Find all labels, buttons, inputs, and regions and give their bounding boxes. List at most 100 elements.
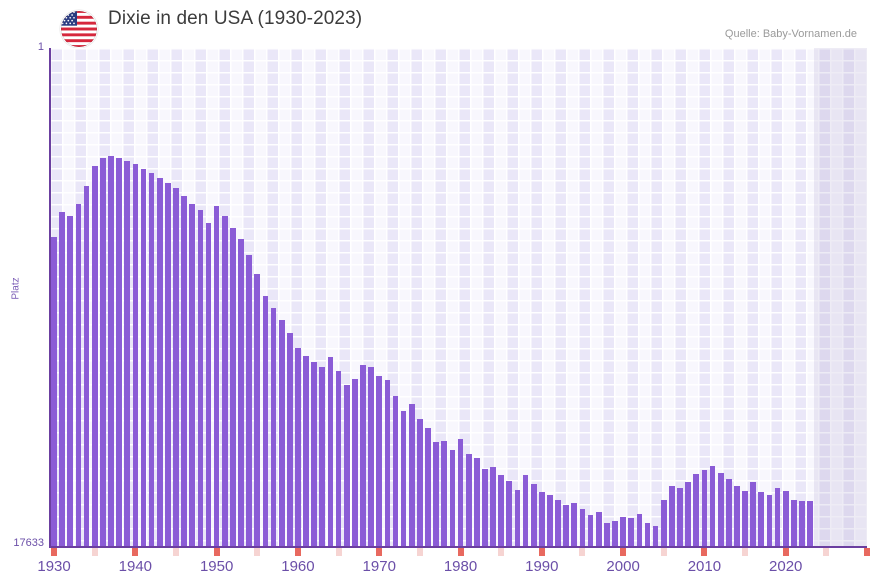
bar	[465, 453, 472, 547]
source-attribution: Quelle: Baby-Vornamen.de	[724, 28, 857, 40]
bar	[725, 479, 732, 547]
x-axis-labels: 1930 1940 1950 1960 1970 1980 1990 2000 2010 2020	[0, 558, 873, 586]
bar	[498, 474, 505, 547]
bar	[604, 523, 610, 547]
bar	[685, 481, 691, 547]
bar	[165, 183, 171, 547]
bar	[612, 520, 618, 547]
bar	[417, 418, 423, 547]
x-tick-minor	[660, 548, 667, 556]
bar	[319, 367, 326, 547]
bar	[807, 500, 813, 547]
bar	[563, 504, 570, 547]
x-tick-minor	[335, 548, 342, 556]
x-tick-minor	[416, 548, 423, 556]
bar	[91, 166, 98, 547]
plot-area	[50, 48, 867, 547]
bar	[75, 204, 82, 547]
bar	[384, 380, 391, 547]
x-tick-major	[620, 548, 627, 556]
bar	[750, 481, 757, 547]
bar	[343, 385, 350, 547]
bar	[181, 196, 187, 547]
bar	[238, 238, 244, 547]
bar	[790, 499, 797, 547]
bar	[205, 222, 212, 547]
y-axis-bottom-label: 17633	[13, 537, 44, 549]
bar	[449, 450, 456, 547]
x-tick-major	[294, 548, 301, 556]
bar	[457, 439, 464, 547]
bar	[352, 378, 358, 547]
bar	[221, 215, 228, 547]
bar	[156, 177, 163, 547]
bar	[425, 428, 431, 547]
x-axis-tick-label: 1950	[199, 558, 234, 575]
us-flag-svg	[61, 11, 97, 47]
bar	[774, 487, 781, 547]
bar	[636, 513, 643, 547]
x-axis-tick-label: 2010	[687, 558, 722, 575]
bar	[360, 365, 366, 547]
bar	[335, 371, 342, 547]
x-tick-major	[538, 548, 545, 556]
bar	[652, 526, 659, 547]
bar	[701, 469, 708, 547]
x-tick-minor	[91, 548, 98, 556]
bar	[587, 514, 594, 547]
x-tick-minor	[823, 548, 830, 556]
x-tick-major	[132, 548, 139, 556]
bar	[108, 155, 114, 547]
bar	[173, 187, 179, 547]
bar	[579, 508, 586, 547]
bar	[246, 255, 252, 547]
bar	[262, 296, 269, 547]
bar	[278, 319, 285, 547]
us-flag-icon	[60, 10, 98, 48]
bar	[148, 172, 155, 547]
x-tick-major	[782, 548, 789, 556]
forecast-shaded-region	[814, 48, 867, 547]
bar	[303, 355, 309, 547]
chart-title: Dixie in den USA (1930-2023)	[108, 8, 363, 29]
bar	[547, 494, 553, 547]
x-axis-tick-label: 1940	[118, 558, 153, 575]
x-axis-tick-label: 2000	[606, 558, 640, 575]
bar	[270, 307, 277, 547]
bar	[286, 332, 293, 547]
x-tick-major	[701, 548, 708, 556]
x-tick-minor	[579, 548, 586, 556]
x-axis-ticks	[50, 548, 870, 560]
bar	[327, 357, 334, 547]
bar	[376, 375, 383, 547]
bar	[555, 499, 561, 547]
bar	[538, 492, 545, 547]
x-axis-tick-label: 2020	[769, 558, 803, 575]
bar	[669, 485, 675, 547]
bar	[189, 204, 196, 547]
bar	[140, 168, 147, 547]
x-tick-major	[51, 548, 58, 556]
bar	[116, 158, 122, 547]
bar	[734, 485, 740, 547]
y-axis-top-label: 1	[37, 41, 44, 53]
x-tick-minor	[173, 548, 179, 556]
bar	[197, 210, 204, 547]
bar	[522, 475, 529, 547]
bar	[571, 502, 578, 547]
x-tick-minor	[498, 548, 505, 556]
bar	[368, 366, 374, 547]
bar	[709, 465, 716, 547]
x-axis-tick-label: 1980	[443, 558, 478, 575]
bar	[83, 186, 90, 547]
bar	[213, 205, 220, 547]
bar	[717, 472, 724, 547]
bar	[766, 495, 773, 547]
bar	[295, 348, 301, 547]
bar	[67, 216, 74, 547]
bar	[408, 403, 415, 547]
bar	[742, 490, 748, 547]
x-tick-major	[864, 548, 870, 556]
bar	[254, 274, 261, 547]
